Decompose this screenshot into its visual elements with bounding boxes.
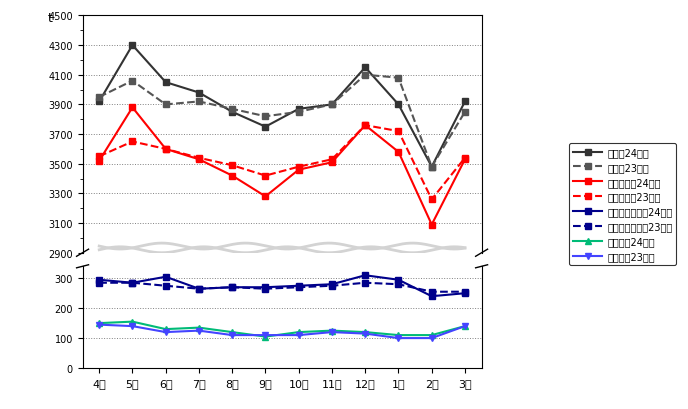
Legend: 合計量24年度, 合計量23年度, 燃やすごみ24年度, 燃やすごみ23年度, 燃やさないごみ24年度, 燃やさないごみ23年度, 粗大ごみ24年度, 粗大ごみ: 合計量24年度, 合計量23年度, 燃やすごみ24年度, 燃やすごみ23年度, …: [569, 144, 676, 265]
Text: t: t: [48, 12, 53, 25]
